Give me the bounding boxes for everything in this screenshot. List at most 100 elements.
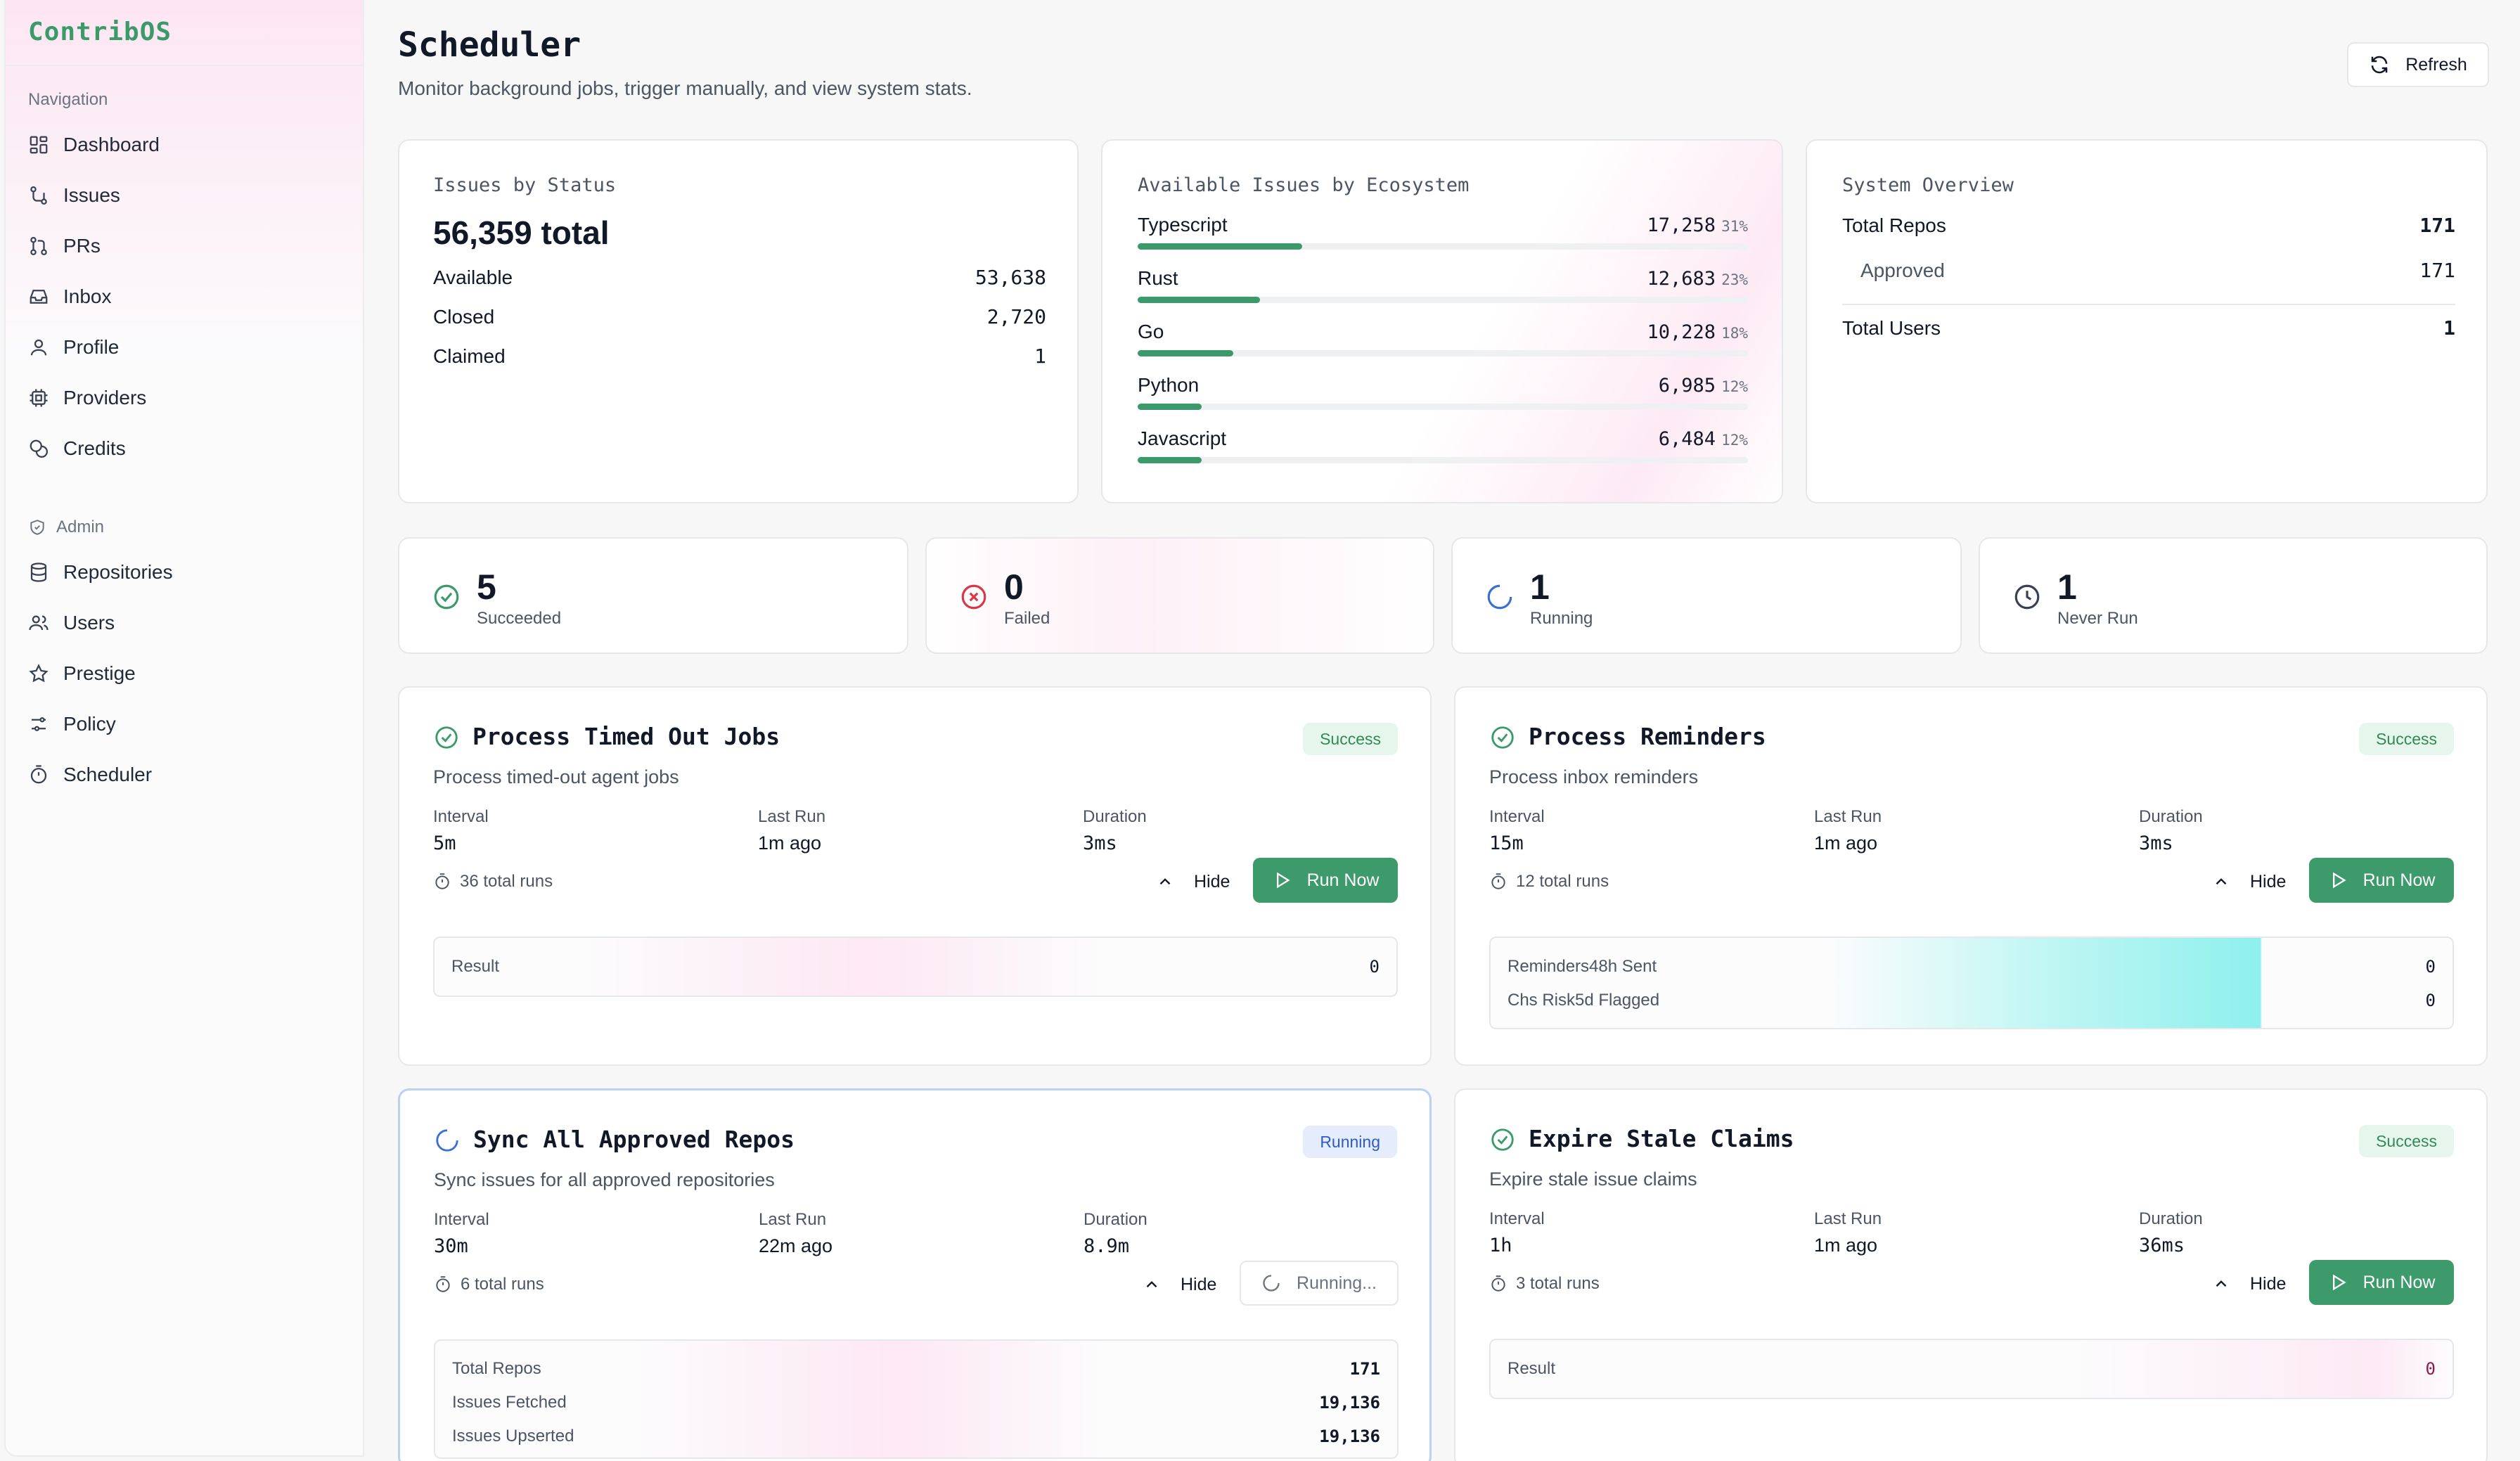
last-run-meta: Last Run 1m ago	[1814, 1209, 1882, 1256]
running-button[interactable]: Running...	[1240, 1261, 1399, 1306]
run-now-button[interactable]: Run Now	[2309, 1260, 2454, 1305]
sidebar-item-issues[interactable]: Issues	[28, 177, 352, 214]
sidebar-item-inbox[interactable]: Inbox	[28, 278, 352, 315]
meta-value: 3ms	[1083, 832, 1117, 854]
meta-value: 3ms	[2139, 832, 2173, 854]
approved-label: Approved	[1860, 259, 1945, 281]
hide-button[interactable]: Hide	[2212, 1263, 2286, 1305]
issues-icon	[30, 186, 47, 205]
ecosystem-bar-fill	[1138, 243, 1302, 250]
sidebar-item-prestige[interactable]: Prestige	[28, 655, 352, 692]
total-repos-value: 171	[2419, 214, 2455, 237]
meta-label: Interval	[433, 807, 489, 826]
timer-icon	[435, 873, 449, 889]
chevron-up-icon	[2216, 1280, 2227, 1287]
ecosystem-bar-track	[1138, 350, 1748, 356]
refresh-button[interactable]: Refresh	[2347, 42, 2489, 87]
sidebar-item-repositories[interactable]: Repositories	[28, 554, 352, 591]
brand-logo[interactable]: ContribOS	[28, 18, 172, 46]
total-runs-label: 36 total runs	[460, 872, 553, 891]
database-icon	[30, 562, 47, 582]
result-box: Result 0	[433, 937, 1398, 997]
sidebar-item-label: Issues	[63, 184, 120, 206]
pull-request-icon	[30, 237, 47, 255]
hide-button[interactable]: Hide	[2212, 861, 2286, 903]
result-box: Result 0	[1489, 1339, 2454, 1399]
meta-value: 1m ago	[758, 832, 822, 854]
result-value: 19,136	[1319, 1393, 1380, 1412]
job-description: Sync issues for all approved repositorie…	[434, 1169, 775, 1190]
play-icon	[1276, 872, 1290, 889]
job-title: Sync All Approved Repos	[473, 1126, 795, 1153]
total-users-row: Total Users 1	[1842, 316, 2455, 340]
sidebar: ContribOS Navigation Dashboard Issues PR…	[4, 0, 364, 1457]
page-title: Scheduler	[398, 25, 581, 65]
ecosystem-row-head: Go 10,228 18%	[1138, 321, 1748, 343]
ecosystem-row-head: Typescript 17,258 31%	[1138, 214, 1748, 236]
ecosystem-bar-track	[1138, 297, 1748, 303]
ecosystem-row-head: Python 6,985 12%	[1138, 374, 1748, 397]
result-row: Issues Upserted 19,136	[435, 1420, 1397, 1453]
total-runs-label: 12 total runs	[1516, 872, 1609, 891]
sidebar-item-prs[interactable]: PRs	[28, 228, 352, 264]
status-row: Closed 2,720	[433, 305, 1046, 328]
hide-button[interactable]: Hide	[1143, 1263, 1216, 1306]
stat-label: Succeeded	[477, 609, 562, 628]
meta-value: 30m	[434, 1235, 468, 1257]
duration-meta: Duration 3ms	[2139, 807, 2203, 854]
meta-label: Duration	[1083, 807, 1147, 826]
ecosystem-percent: 12%	[1721, 432, 1748, 449]
meta-label: Interval	[1489, 807, 1545, 826]
ecosystem-row-head: Rust 12,683 23%	[1138, 267, 1748, 290]
result-label: Issues Upserted	[452, 1427, 574, 1446]
run-now-button[interactable]: Run Now	[1253, 858, 1398, 903]
total-users-value: 1	[2443, 316, 2455, 340]
job-title: Expire Stale Claims	[1529, 1125, 1794, 1152]
job-card-sync-all-approved-repos: Sync All Approved Repos Running Sync iss…	[398, 1088, 1432, 1461]
result-label: Reminders48h Sent	[1508, 957, 1657, 976]
meta-label: Last Run	[759, 1210, 827, 1229]
sidebar-item-users[interactable]: Users	[28, 605, 352, 641]
timer-icon	[436, 1276, 450, 1292]
stat-value: 1	[2057, 567, 2077, 607]
sidebar-item-label: Inbox	[63, 285, 112, 307]
ecosystem-bar-fill	[1138, 297, 1260, 303]
sidebar-item-scheduler[interactable]: Scheduler	[28, 757, 352, 793]
ecosystem-percent: 18%	[1721, 325, 1748, 342]
sidebar-item-label: Prestige	[63, 662, 136, 684]
job-card-process-reminders: Process Reminders Success Process inbox …	[1454, 686, 2488, 1066]
sidebar-item-policy[interactable]: Policy	[28, 706, 352, 742]
check-circle-icon	[1491, 726, 1514, 749]
result-box: Total Repos 171 Issues Fetched 19,136 Issu…	[434, 1339, 1399, 1459]
ecosystem-bar-fill	[1138, 404, 1202, 410]
approved-value: 171	[2419, 259, 2455, 282]
meta-value: 1h	[1489, 1235, 1512, 1256]
interval-meta: Interval 15m	[1489, 807, 1545, 854]
sidebar-item-providers[interactable]: Providers	[28, 380, 352, 416]
sidebar-item-label: Profile	[63, 336, 120, 358]
ecosystem-row: Python 6,985 12%	[1138, 374, 1748, 410]
meta-value: 15m	[1489, 832, 1524, 854]
divider	[6, 65, 363, 66]
status-label: Closed	[433, 305, 495, 328]
play-icon	[2332, 1274, 2346, 1291]
job-card-process-timed-out-jobs: Process Timed Out Jobs Success Process t…	[398, 686, 1432, 1066]
job-description: Process timed-out agent jobs	[433, 766, 679, 787]
meta-label: Last Run	[1814, 1209, 1882, 1228]
sidebar-item-profile[interactable]: Profile	[28, 329, 352, 366]
ecosystem-row: Go 10,228 18%	[1138, 321, 1748, 356]
status-row: Available 53,638	[433, 266, 1046, 289]
ecosystem-figures: 6,985 12%	[1659, 374, 1748, 397]
meta-label: Last Run	[1814, 807, 1882, 826]
sidebar-item-label: Dashboard	[63, 134, 160, 155]
card-title: System Overview	[1842, 174, 2014, 196]
sidebar-item-dashboard[interactable]: Dashboard	[28, 127, 352, 163]
hide-label: Hide	[1181, 1274, 1217, 1294]
play-icon	[2332, 872, 2346, 889]
sidebar-item-credits[interactable]: Credits	[28, 430, 352, 467]
total-repos-label: Total Repos	[1842, 214, 1946, 236]
hide-button[interactable]: Hide	[1156, 861, 1230, 903]
run-now-button[interactable]: Run Now	[2309, 858, 2454, 903]
result-row: Result 0	[1491, 1352, 2452, 1386]
status-row: Claimed 1	[433, 345, 1046, 368]
